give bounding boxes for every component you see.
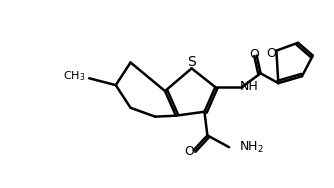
Text: O: O — [267, 47, 276, 60]
Text: O: O — [250, 48, 260, 61]
Text: NH: NH — [239, 80, 258, 93]
Text: CH$_3$: CH$_3$ — [63, 69, 85, 83]
Text: O: O — [185, 145, 195, 158]
Text: NH$_2$: NH$_2$ — [239, 140, 264, 155]
Text: S: S — [187, 55, 196, 70]
